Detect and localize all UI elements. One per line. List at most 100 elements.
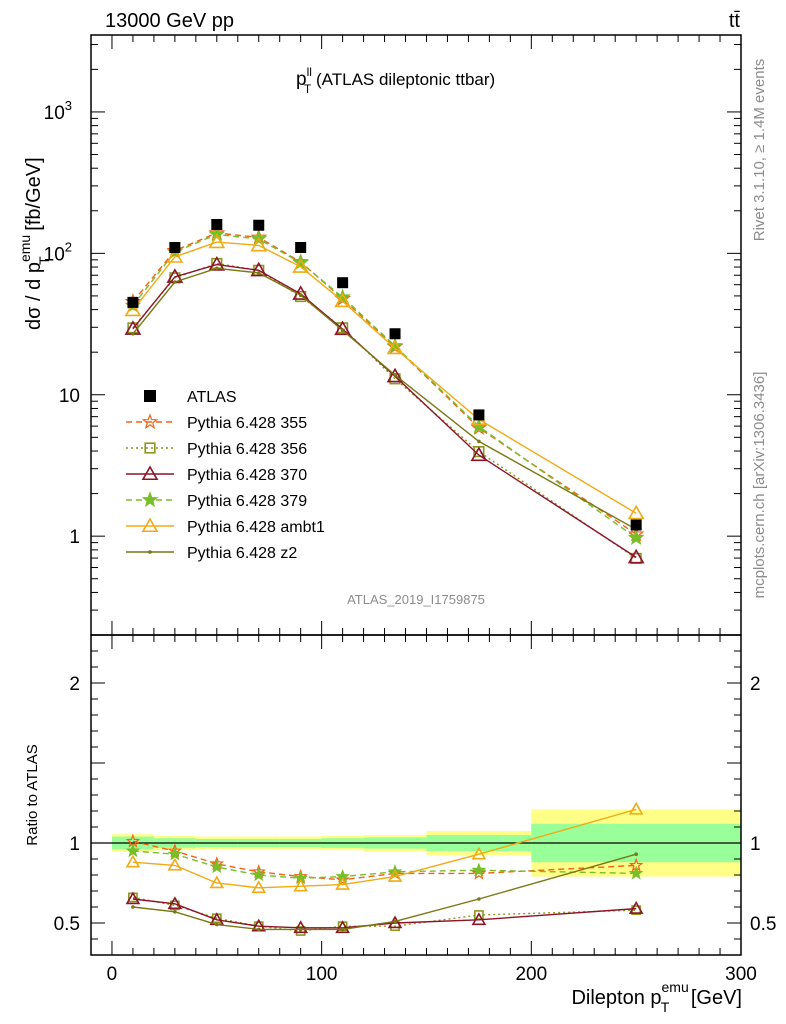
y-tick-label-ratio-right: 1 <box>750 834 761 855</box>
series-marker-main-5 <box>393 373 397 377</box>
data-point <box>169 241 181 253</box>
x-tick-label: 300 <box>725 964 757 985</box>
y-tick-label-ratio-left: 1 <box>69 834 80 855</box>
data-point <box>127 296 139 308</box>
plot-title-sup: ll <box>307 65 312 79</box>
series-marker-ratio-4 <box>125 854 141 868</box>
y-tick-label-ratio-left: 2 <box>69 674 80 695</box>
plot-title-rest: (ATLAS dileptonic ttbar) <box>311 70 495 89</box>
series-marker-ratio-4 <box>335 877 350 890</box>
series-marker-ratio-3 <box>628 865 644 880</box>
series-marker-ratio-5 <box>131 905 135 909</box>
series-marker-ratio-4 <box>167 857 183 871</box>
series-marker-ratio-1 <box>295 926 306 936</box>
x-tick-label: 0 <box>107 964 118 985</box>
legend-label-1: Pythia 6.428 356 <box>187 441 307 458</box>
data-point <box>473 409 485 421</box>
series-marker-ratio-3 <box>167 846 183 861</box>
series-marker-ratio-2 <box>167 896 183 910</box>
series-marker-main-2 <box>250 261 268 277</box>
series-marker-main-5 <box>298 293 303 297</box>
y-axis-label-unit: [fb/GeV] <box>23 157 45 236</box>
x-axis-label-text: Dilepton p <box>571 987 661 1009</box>
plot-title: pll T (ATLAS dileptonic ttbar) <box>296 65 495 96</box>
data-point <box>630 519 642 531</box>
series-marker-ratio-2 <box>628 901 644 914</box>
rivet-version-label: Rivet 3.1.10, ≥ 1.4M events <box>751 59 768 242</box>
analysis-id-label: ATLAS_2019_I1759875 <box>347 592 485 607</box>
series-marker-ratio-5 <box>298 927 303 932</box>
legend-label-0: Pythia 6.428 355 <box>187 415 307 432</box>
y-tick-label-exponent: 2 <box>65 239 72 254</box>
y-tick-label-ratio-left: 0.5 <box>54 914 80 935</box>
legend-label-2: Pythia 6.428 370 <box>187 467 307 484</box>
series-line-main-4 <box>132 241 637 514</box>
series-marker-main-5 <box>173 280 177 284</box>
y-axis-label-sub: T <box>36 256 52 265</box>
y-tick-label-base: 10 <box>44 103 65 124</box>
series-marker-main-4 <box>124 301 142 317</box>
legend: ATLAS Pythia 6.428 355 Pythia 6.428 356 Pyt… <box>126 389 325 562</box>
y-axis-label-text: dσ / d p <box>23 262 45 330</box>
legend-label-3: Pythia 6.428 379 <box>187 493 307 510</box>
y-axis-label-sup: emu <box>17 235 33 262</box>
series-marker-ratio-4 <box>471 846 487 860</box>
series-marker-main-5 <box>131 331 135 336</box>
header-process-label: tt̄ <box>729 10 741 32</box>
series-marker-main-4 <box>386 339 404 355</box>
series-marker-main-5 <box>215 266 219 271</box>
legend-marker-5 <box>148 550 152 554</box>
data-point <box>389 328 401 340</box>
series-marker-ratio-3 <box>251 867 267 882</box>
y-axis-label-ratio: Ratio to ATLAS <box>24 744 41 845</box>
series-line-ratio-4 <box>132 808 637 889</box>
x-axis-label: Dilepton pemu T [GeV] <box>571 979 742 1015</box>
series-marker-main-3 <box>292 253 309 270</box>
ratio-panel-series <box>125 801 644 936</box>
x-tick-label: 100 <box>306 964 338 985</box>
series-marker-ratio-2 <box>471 912 487 926</box>
series-marker-main-5 <box>256 271 261 275</box>
series-marker-ratio-4 <box>387 869 403 882</box>
legend-marker-3 <box>141 491 159 508</box>
main-panel-series <box>124 224 645 565</box>
plot-title-sub: T <box>304 82 312 96</box>
y-tick-label-main: 10 <box>59 386 80 407</box>
series-line-main-0 <box>132 232 637 535</box>
data-point <box>253 219 265 231</box>
y-axis-label-main: dσ / d pemu T [fb/GeV] <box>17 157 52 330</box>
series-marker-main-4 <box>166 248 184 263</box>
series-line-main-2 <box>132 263 637 558</box>
series-marker-ratio-3 <box>471 862 487 877</box>
data-point <box>337 277 349 289</box>
ratio-panel-uncertainty-bands <box>91 809 741 877</box>
series-marker-ratio-5 <box>215 922 219 927</box>
legend-marker-data <box>144 390 156 402</box>
series-marker-main-3 <box>627 529 645 546</box>
legend-marker-1 <box>144 442 156 454</box>
series-marker-ratio-4 <box>628 801 644 815</box>
series-marker-ratio-0 <box>335 872 350 886</box>
series-marker-ratio-4 <box>293 878 309 892</box>
series-marker-ratio-5 <box>634 852 638 856</box>
y-tick-label-base: 10 <box>44 244 65 265</box>
series-marker-ratio-3 <box>125 843 141 858</box>
data-point <box>211 218 223 230</box>
series-marker-main-4 <box>250 236 268 252</box>
mcplots-credit-label: mcplots.cern.ch [arXiv:1306.3436] <box>751 372 768 599</box>
legend-marker-4 <box>141 517 159 533</box>
main-panel-data-points <box>127 218 642 531</box>
ratio-panel-frame <box>90 634 742 956</box>
series-marker-ratio-5 <box>173 910 177 914</box>
y-tick-label-ratio-right: 2 <box>750 674 761 695</box>
y-tick-label-main: 103 <box>44 98 72 124</box>
y-tick-label-main: 102 <box>44 239 72 265</box>
legend-marker-2 <box>141 465 159 481</box>
x-axis-label-sub: T <box>661 999 670 1015</box>
series-marker-main-4 <box>208 233 226 249</box>
series-marker-main-4 <box>292 258 310 273</box>
y-tick-label-base: 10 <box>59 386 80 407</box>
series-line-main-1 <box>132 262 637 559</box>
x-axis-label-sup: emu <box>662 979 689 995</box>
